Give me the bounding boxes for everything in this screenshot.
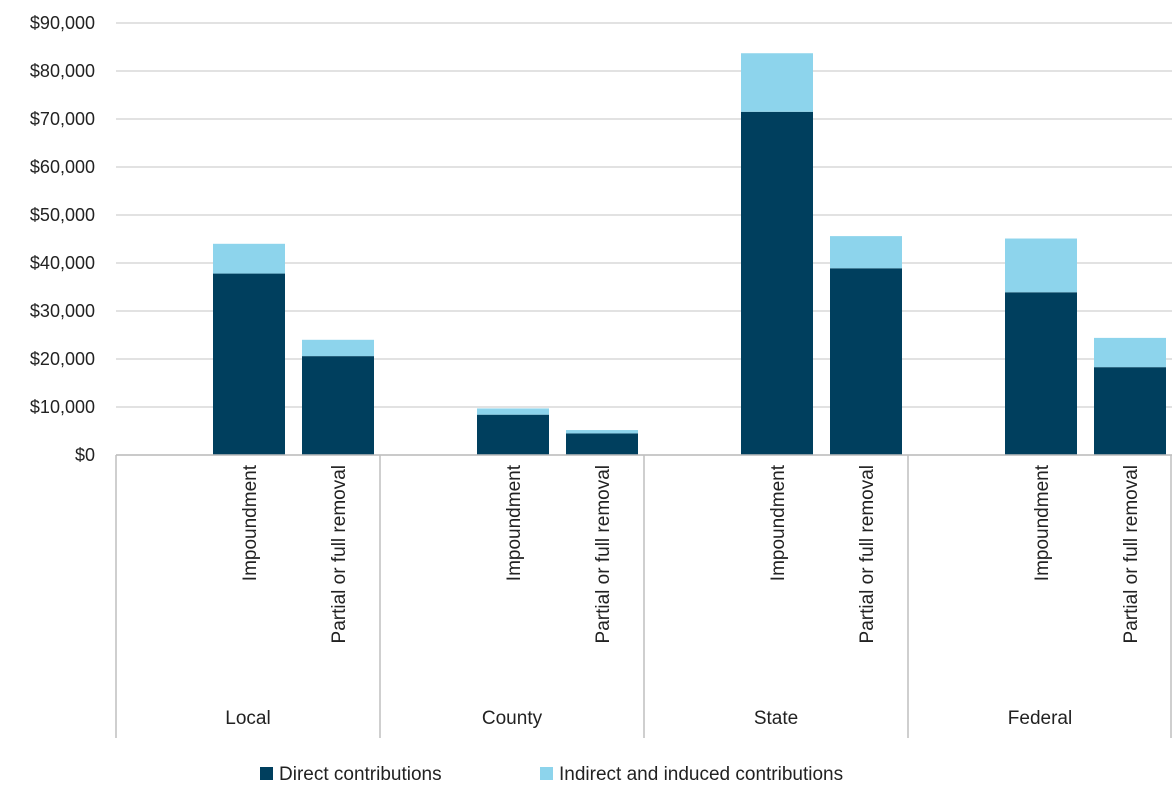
x-category-label: Impoundment — [504, 464, 525, 581]
legend-swatch — [540, 767, 553, 780]
y-axis-tick-labels: $0 $10,000 $20,000 $30,000 $40,000 $50,000 $60… — [30, 13, 95, 465]
bar-direct — [830, 268, 902, 455]
x-category-label: Partial or full removal — [593, 465, 614, 643]
bar-direct — [477, 414, 549, 455]
y-tick-label: $50,000 — [30, 205, 95, 225]
x-group-label: Local — [225, 708, 270, 729]
legend-label: Indirect and induced contributions — [559, 764, 843, 785]
y-tick-label: $40,000 — [30, 253, 95, 273]
y-tick-label: $20,000 — [30, 349, 95, 369]
x-category-label: Partial or full removal — [857, 465, 878, 643]
bars — [213, 53, 1166, 456]
gridlines — [116, 22, 1172, 456]
bar-direct — [1094, 367, 1166, 455]
x-category-label: Impoundment — [1032, 464, 1053, 581]
bar-indirect — [830, 236, 902, 269]
x-group-label: Federal — [1008, 708, 1072, 729]
y-tick-label: $0 — [75, 445, 95, 465]
legend-swatch — [260, 767, 273, 780]
y-tick-label: $10,000 — [30, 397, 95, 417]
bar-indirect — [741, 53, 813, 112]
x-category-label: Impoundment — [768, 464, 789, 581]
y-tick-label: $60,000 — [30, 157, 95, 177]
x-category-label: Impoundment — [240, 464, 261, 581]
x-category-label: Partial or full removal — [1121, 465, 1142, 643]
bar-indirect — [1005, 238, 1077, 293]
legend: Direct contributions Indirect and induced… — [260, 764, 843, 785]
y-tick-label: $70,000 — [30, 109, 95, 129]
x-category-label: Partial or full removal — [329, 465, 350, 643]
bar-indirect — [302, 339, 374, 357]
x-group-label: State — [754, 708, 798, 729]
x-group-label: County — [482, 708, 543, 729]
bar-direct — [1005, 292, 1077, 455]
y-tick-label: $30,000 — [30, 301, 95, 321]
x-axis: Impoundment Partial or full removal Impoun… — [115, 454, 1172, 738]
y-tick-label: $80,000 — [30, 61, 95, 81]
bar-indirect — [566, 430, 638, 434]
bar-direct — [566, 433, 638, 455]
y-tick-label: $90,000 — [30, 13, 95, 33]
bar-indirect — [1094, 337, 1166, 368]
bar-direct — [302, 356, 374, 455]
legend-label: Direct contributions — [279, 764, 442, 785]
bar-direct — [741, 111, 813, 456]
bar-indirect — [213, 243, 285, 274]
bar-indirect — [477, 408, 549, 415]
bar-direct — [213, 273, 285, 455]
